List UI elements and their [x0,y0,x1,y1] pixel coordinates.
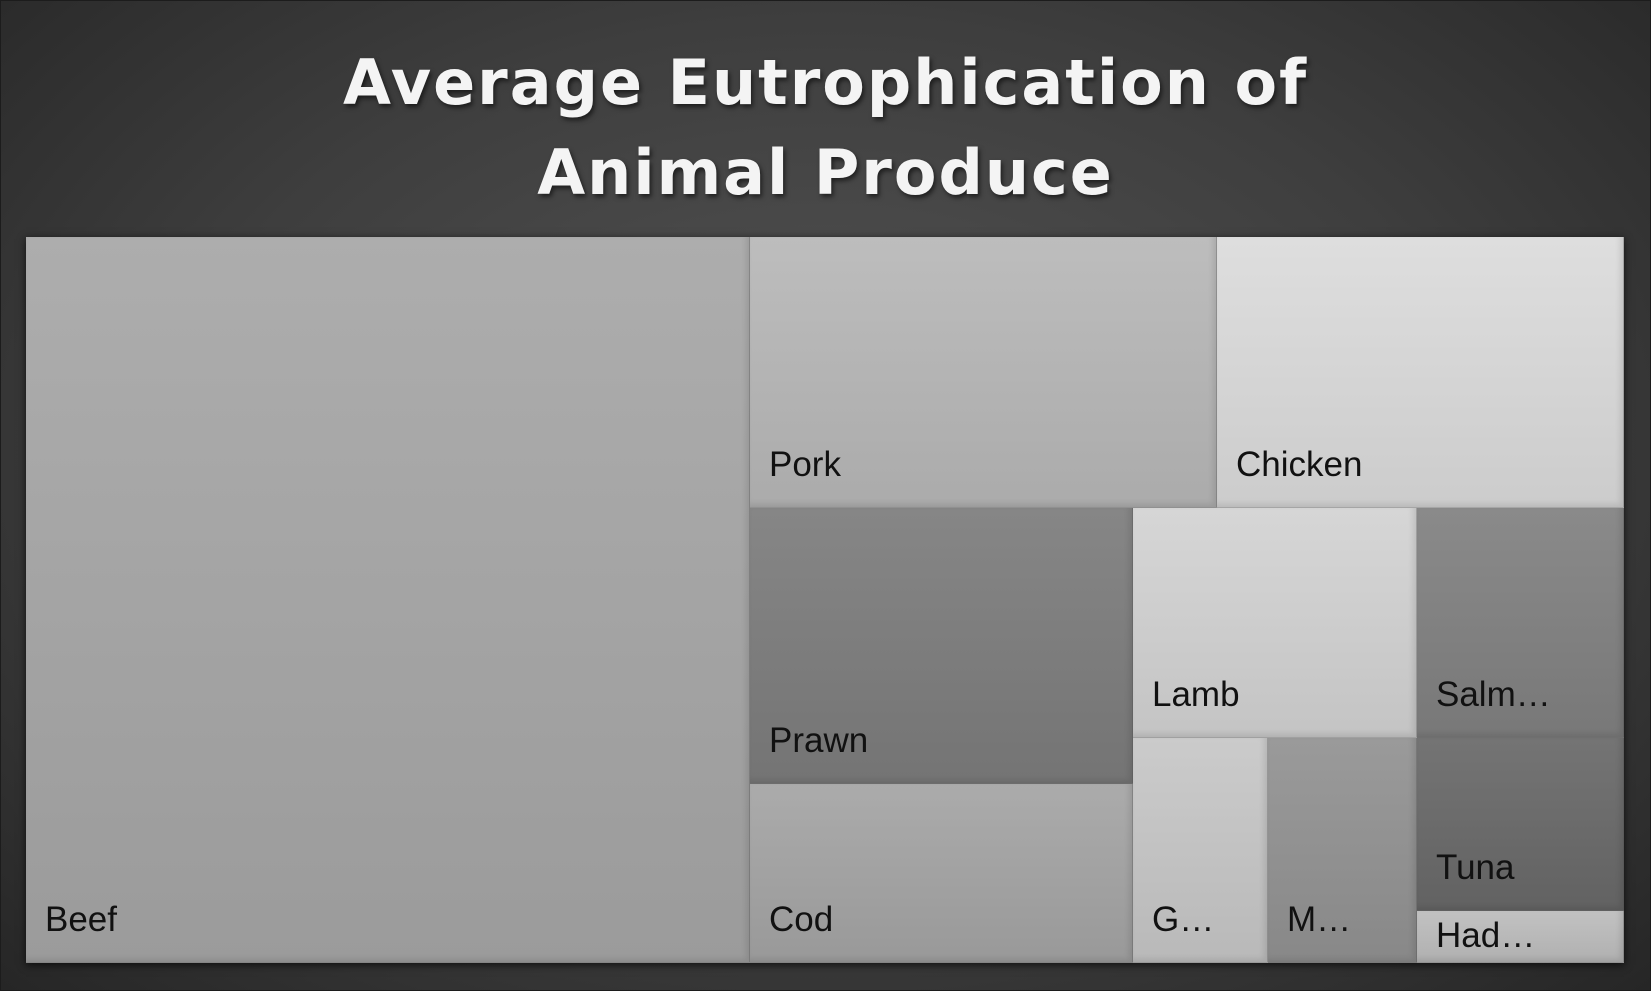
treemap-label-prawn: Prawn [769,721,869,760]
chart-title: Average Eutrophication of Animal Produce [0,38,1651,218]
treemap-tile-haddock: Had… [1417,911,1624,963]
treemap-tile-salmon: Salm… [1417,508,1624,738]
treemap-label-chicken: Chicken [1236,445,1363,484]
treemap-tile-pork: Pork [750,237,1217,508]
treemap-tile-tuna: Tuna [1417,738,1624,911]
treemap-tile-cod: Cod [750,784,1133,963]
treemap-tile-mussels: M… [1268,738,1417,963]
chart-title-line-1: Average Eutrophication of [342,46,1309,119]
treemap-label-pork: Pork [769,445,841,484]
treemap-label-salmon: Salm… [1436,675,1551,714]
treemap-label-lamb: Lamb [1152,675,1240,714]
treemap-label-beef: Beef [45,900,117,939]
treemap-label-mussels: M… [1287,900,1352,939]
treemap-tile-beef: Beef [26,237,750,963]
treemap-label-cod: Cod [769,900,834,939]
treemap-tile-lamb: Lamb [1133,508,1417,738]
treemap-label-tuna: Tuna [1436,848,1515,887]
treemap-label-goat: G… [1152,900,1215,939]
treemap-tile-goat: G… [1133,738,1268,963]
treemap-tile-chicken: Chicken [1217,237,1624,508]
treemap-tile-prawn: Prawn [750,508,1133,784]
chart-title-line-2: Animal Produce [537,136,1114,209]
treemap-plot-area: Beef Pork Chicken Prawn Cod Lamb Salm… G… M… Tuna… [26,237,1624,963]
treemap-label-haddock: Had… [1436,916,1536,955]
